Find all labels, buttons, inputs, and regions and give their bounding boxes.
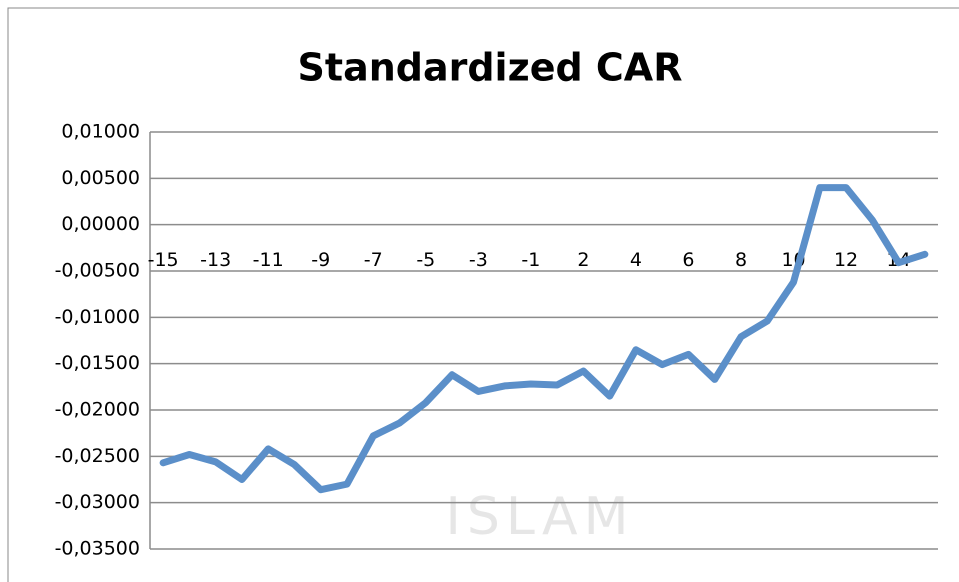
- x-tick-label: -1: [521, 249, 540, 271]
- x-tick-label: 4: [630, 249, 642, 271]
- data-line: [159, 184, 929, 494]
- y-tick-label: 0,00000: [61, 213, 140, 235]
- x-tick-label: -11: [253, 249, 284, 271]
- x-tick-label: 6: [682, 249, 694, 271]
- chart-title: Standardized CAR: [298, 46, 683, 90]
- x-tick-label: -7: [364, 249, 383, 271]
- y-tick-label: -0,02500: [55, 445, 140, 467]
- y-tick-label: 0,01000: [61, 121, 140, 143]
- x-tick-label: -13: [200, 249, 231, 271]
- y-tick-label: -0,03000: [55, 491, 140, 513]
- x-tick-label: -5: [416, 249, 435, 271]
- y-tick-label: -0,03500: [55, 538, 140, 560]
- y-tick-label: -0,02000: [55, 399, 140, 421]
- x-tick-label: 2: [577, 249, 589, 271]
- x-tick-label: -15: [148, 249, 179, 271]
- y-tick-label: 0,00500: [61, 167, 140, 189]
- y-tick-label: -0,00500: [55, 260, 140, 282]
- x-tick-label: 8: [735, 249, 747, 271]
- y-tick-label: -0,01000: [55, 306, 140, 328]
- y-tick-label: -0,01500: [55, 352, 140, 374]
- x-tick-label: 12: [834, 249, 858, 271]
- x-tick-label: -3: [469, 249, 488, 271]
- watermark: ISLAM: [446, 487, 635, 547]
- x-tick-label: -9: [311, 249, 330, 271]
- chart-frame: [7, 7, 959, 582]
